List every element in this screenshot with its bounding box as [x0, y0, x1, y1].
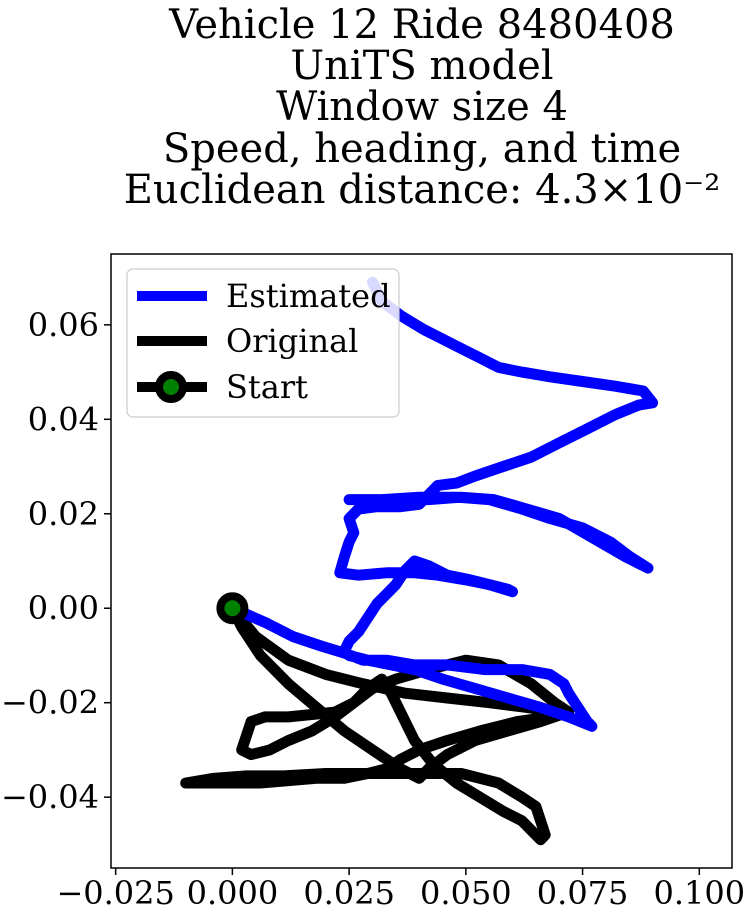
y-tick-label: −0.02 — [1, 684, 99, 722]
title-line-4: Speed, heading, and time — [163, 126, 681, 172]
series-layer — [180, 276, 659, 846]
series-line-estimated-branch — [343, 491, 654, 574]
title-line-2: UniTS model — [290, 43, 553, 89]
start-marker — [216, 592, 249, 625]
title-line-1: Vehicle 12 Ride 8480408 — [168, 2, 675, 48]
y-tick-label: 0.04 — [28, 400, 99, 438]
y-tick-label: 0.00 — [28, 589, 99, 627]
y-tick-label: −0.04 — [1, 778, 99, 816]
legend-label-original: Original — [226, 322, 358, 360]
y-tick-label: 0.06 — [28, 306, 99, 344]
series-line-estimated — [226, 276, 659, 732]
legend-label-estimated: Estimated — [226, 277, 391, 315]
x-tick-label: 0.025 — [303, 874, 395, 912]
x-tick-label: 0.075 — [537, 874, 629, 912]
chart-title: Vehicle 12 Ride 8480408 UniTS model Wind… — [124, 2, 721, 213]
x-tick-label: −0.025 — [56, 874, 174, 912]
title-line-5: Euclidean distance: 4.3×10⁻² — [124, 167, 721, 213]
x-tick-label: 0.000 — [187, 874, 279, 912]
x-tick-label: 0.100 — [654, 874, 746, 912]
x-tick-label: 0.050 — [420, 874, 512, 912]
y-tick-label: 0.02 — [28, 495, 99, 533]
legend-label-start: Start — [226, 368, 308, 406]
title-line-3: Window size 4 — [276, 84, 568, 130]
legend-swatch-start-marker — [155, 371, 187, 403]
legend: Estimated Original Start — [126, 268, 400, 418]
tick-layer: −0.025 0.000 0.025 0.050 0.075 0.100 −0.04 −0.0… — [1, 306, 745, 912]
legend-box — [126, 268, 400, 418]
